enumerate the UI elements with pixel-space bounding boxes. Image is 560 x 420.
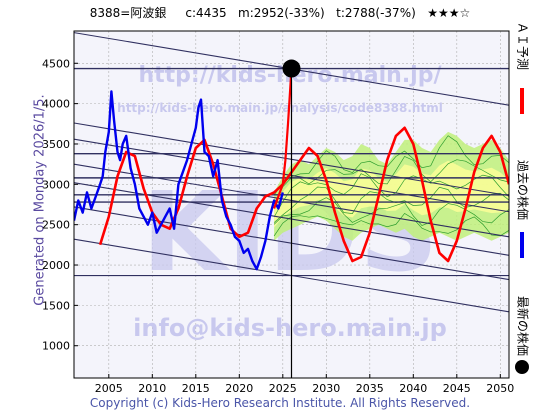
x-tick-label: 2040 — [399, 382, 427, 395]
watermark-url-analysis: http://kids-hero.main.jp/analysis/code83… — [117, 101, 443, 115]
y-tick-label: 4500 — [42, 57, 70, 70]
copyright-footer: Copyright (c) Kids-Hero Research Institu… — [89, 396, 471, 410]
x-tick-label: 2015 — [182, 382, 210, 395]
legend-label-ai-forecast: ＡＩ予測 — [515, 21, 530, 71]
ai-forecast-line — [98, 126, 509, 263]
y-tick-label: 2500 — [42, 219, 70, 232]
latest-price-marker — [282, 59, 301, 78]
y-tick-label: 1500 — [42, 299, 70, 312]
series-lines — [74, 68, 509, 271]
recent-price-line — [273, 68, 293, 209]
forecast-band-line — [273, 186, 509, 223]
y-tick-label: 1000 — [42, 340, 70, 353]
forecast-band-line — [273, 212, 509, 237]
forecast-band-line — [273, 135, 509, 196]
legend: ＡＩ予測 過去の株価 最新の株価 — [508, 10, 538, 390]
legend-dot-latest-price — [515, 360, 529, 374]
x-tick-label: 2035 — [356, 382, 384, 395]
x-tick-label: 2050 — [486, 382, 514, 395]
y-tick-label: 4000 — [42, 98, 70, 111]
plot-frame — [73, 30, 510, 379]
x-tick-label: 2030 — [312, 382, 340, 395]
legend-label-latest-price: 最新の株価 — [515, 295, 530, 357]
x-tick-label: 2020 — [225, 382, 253, 395]
x-tick-label: 2025 — [269, 382, 297, 395]
y-tick-label: 2000 — [42, 259, 70, 272]
x-tick-label: 2045 — [443, 382, 471, 395]
y-tick-label: 3000 — [42, 178, 70, 191]
latest-marker-group — [282, 59, 301, 378]
legend-swatch-past-price — [520, 232, 524, 258]
x-tick-label: 2005 — [95, 382, 123, 395]
forecast-band-line — [273, 197, 509, 227]
legend-label-past-price: 過去の株価 — [515, 159, 530, 221]
y-tick-label: 3500 — [42, 138, 70, 151]
x-tick-label: 2010 — [138, 382, 166, 395]
past-price-line — [74, 90, 284, 271]
x-axis-ticks: 2005 2010 2015 2020 2025 2030 2035 2040 2045 2050 — [95, 374, 514, 395]
forecast-band-line — [273, 155, 509, 204]
watermark-email: info@kids-hero.main.jp — [133, 314, 447, 342]
legend-swatch-ai-forecast — [520, 88, 524, 114]
chart-title: 8388=阿波銀 c:4435 m:2952(-33%) t:2788(-37%… — [89, 6, 471, 20]
y-axis-ticks: 1000 1500 2000 2500 3000 3500 4000 4500 — [42, 57, 78, 353]
